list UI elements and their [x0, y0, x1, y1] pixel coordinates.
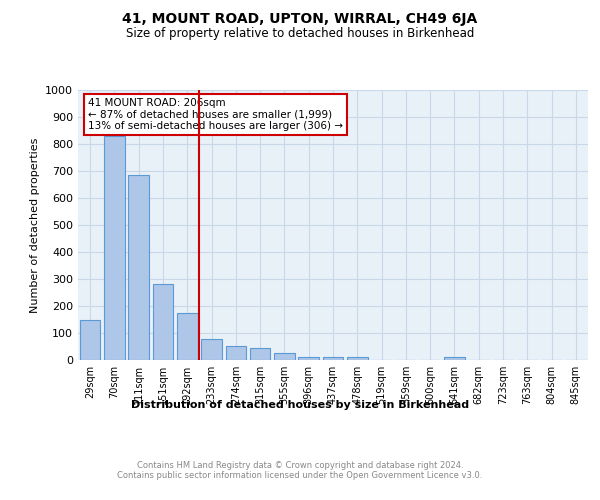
Bar — [152, 284, 173, 360]
Bar — [274, 353, 295, 360]
Bar — [177, 313, 197, 360]
Bar — [201, 339, 222, 360]
Bar — [104, 136, 125, 360]
Bar — [298, 357, 319, 360]
Bar — [323, 357, 343, 360]
Bar — [444, 357, 465, 360]
Text: Distribution of detached houses by size in Birkenhead: Distribution of detached houses by size … — [131, 400, 469, 410]
Bar — [347, 357, 368, 360]
Bar — [226, 346, 246, 360]
Text: 41, MOUNT ROAD, UPTON, WIRRAL, CH49 6JA: 41, MOUNT ROAD, UPTON, WIRRAL, CH49 6JA — [122, 12, 478, 26]
Bar — [80, 320, 100, 360]
Y-axis label: Number of detached properties: Number of detached properties — [29, 138, 40, 312]
Bar — [128, 175, 149, 360]
Text: 41 MOUNT ROAD: 206sqm
← 87% of detached houses are smaller (1,999)
13% of semi-d: 41 MOUNT ROAD: 206sqm ← 87% of detached … — [88, 98, 343, 132]
Bar — [250, 348, 271, 360]
Text: Contains HM Land Registry data © Crown copyright and database right 2024.
Contai: Contains HM Land Registry data © Crown c… — [118, 460, 482, 480]
Text: Size of property relative to detached houses in Birkenhead: Size of property relative to detached ho… — [126, 28, 474, 40]
